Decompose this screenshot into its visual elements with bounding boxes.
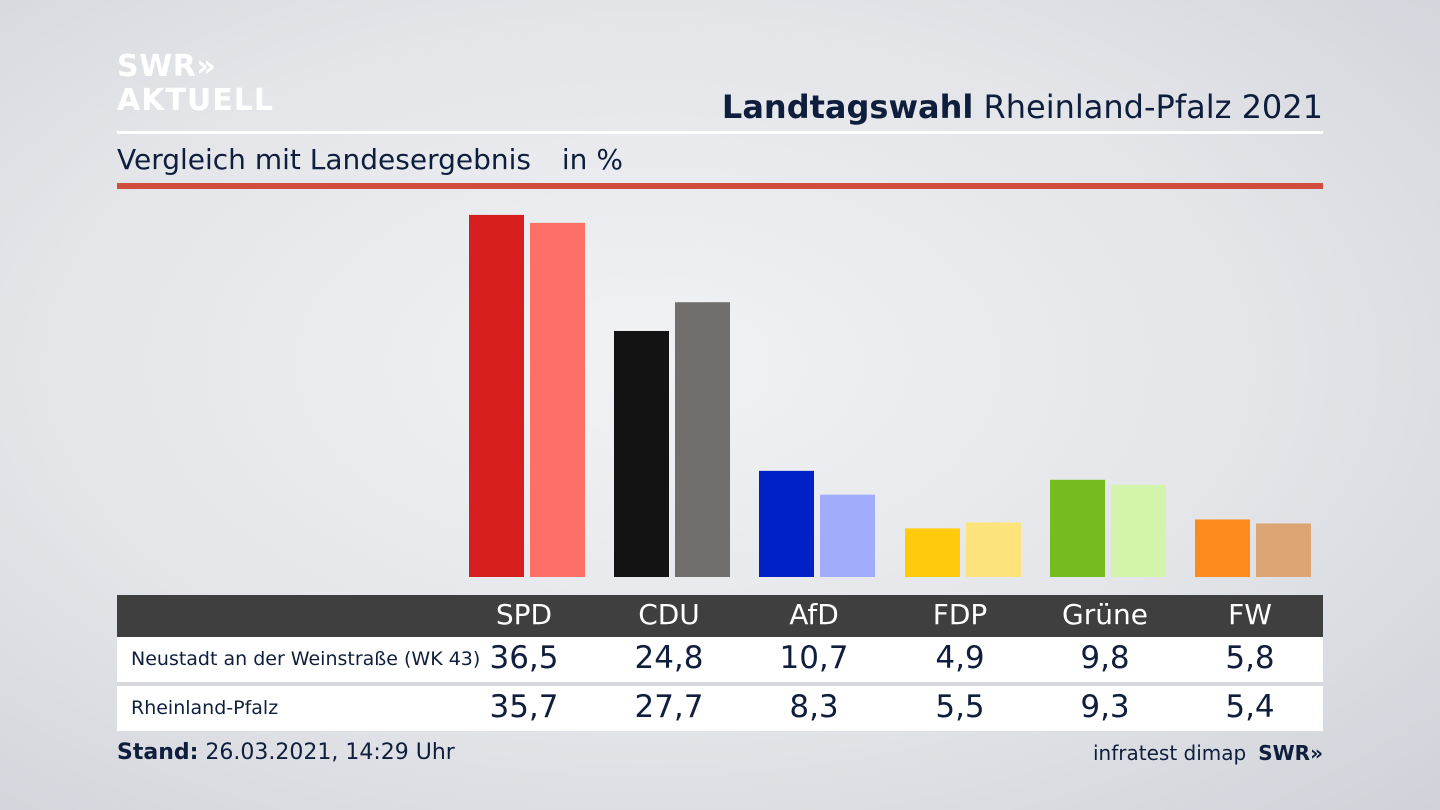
timestamp: Stand: 26.03.2021, 14:29 Uhr — [117, 740, 455, 765]
row-divider — [117, 682, 1323, 686]
bar-cdu-series-1 — [614, 330, 669, 577]
bar-afd-series-1 — [759, 470, 814, 577]
header-afd: AfD — [789, 598, 839, 631]
page-title: Landtagswahl Rheinland-Pfalz 2021 — [722, 88, 1323, 126]
logo-line-2: AKTUELL — [117, 83, 275, 118]
header-fw: FW — [1228, 598, 1272, 631]
title-rest: Rheinland-Pfalz 2021 — [983, 88, 1323, 126]
header-spd: SPD — [495, 598, 553, 631]
source-credit: infratest dimap SWR» — [1093, 741, 1323, 765]
row-label: Rheinland-Pfalz — [131, 697, 279, 719]
chart-subtitle: Vergleich mit Landesergebnis in % — [117, 143, 623, 176]
swr-brand-logo: SWR» — [1258, 741, 1323, 765]
swr-aktuell-logo: SWR» AKTUELL — [117, 52, 274, 116]
value-cell: 4,9 — [935, 640, 985, 676]
value-cell: 5,8 — [1225, 640, 1275, 676]
value-cell: 10,7 — [779, 640, 849, 676]
table-header-row: SPD CDU AfD FDP Grüne FW — [117, 595, 1323, 637]
value-cell: 24,8 — [634, 640, 704, 676]
subtitle-unit: in % — [561, 143, 623, 176]
title-divider — [117, 131, 1323, 134]
value-cell: 5,4 — [1225, 689, 1275, 725]
bar-gruene-series-2 — [1111, 484, 1166, 577]
bar-fdp-series-2 — [966, 522, 1021, 577]
row-label: Neustadt an der Weinstraße (WK 43) — [131, 648, 481, 670]
stand-label: Stand: — [117, 740, 199, 765]
bar-afd-series-2 — [820, 494, 875, 577]
stand-value: 26.03.2021, 14:29 Uhr — [205, 740, 455, 765]
value-cell: 9,3 — [1080, 689, 1130, 725]
table-row: Rheinland-Pfalz 35,7 27,7 8,3 5,5 9,3 5,… — [117, 686, 1323, 731]
header-fdp: FDP — [932, 598, 988, 631]
bar-spd-series-1 — [469, 214, 524, 578]
bar-fw-series-2 — [1256, 523, 1311, 577]
title-bold: Landtagswahl — [721, 88, 974, 126]
value-cell: 35,7 — [489, 689, 559, 725]
bar-fdp-series-1 — [905, 528, 960, 577]
header-gruene: Grüne — [1062, 598, 1148, 631]
table-row: Neustadt an der Weinstraße (WK 43) 36,5 … — [117, 637, 1323, 682]
source-name: infratest dimap — [1093, 741, 1247, 765]
value-cell: 27,7 — [634, 689, 704, 725]
header-cdu: CDU — [638, 598, 700, 631]
value-cell: 5,5 — [935, 689, 985, 725]
value-cell: 36,5 — [489, 640, 559, 676]
bar-gruene-series-1 — [1050, 479, 1105, 577]
logo-line-1: SWR» — [117, 49, 217, 84]
bar-spd-series-2 — [530, 222, 585, 577]
accent-rule — [117, 183, 1323, 189]
bar-fw-series-1 — [1195, 519, 1250, 577]
value-cell: 8,3 — [789, 689, 839, 725]
value-cell: 9,8 — [1080, 640, 1130, 676]
bar-cdu-series-2 — [675, 302, 730, 577]
subtitle-text: Vergleich mit Landesergebnis — [117, 143, 531, 176]
